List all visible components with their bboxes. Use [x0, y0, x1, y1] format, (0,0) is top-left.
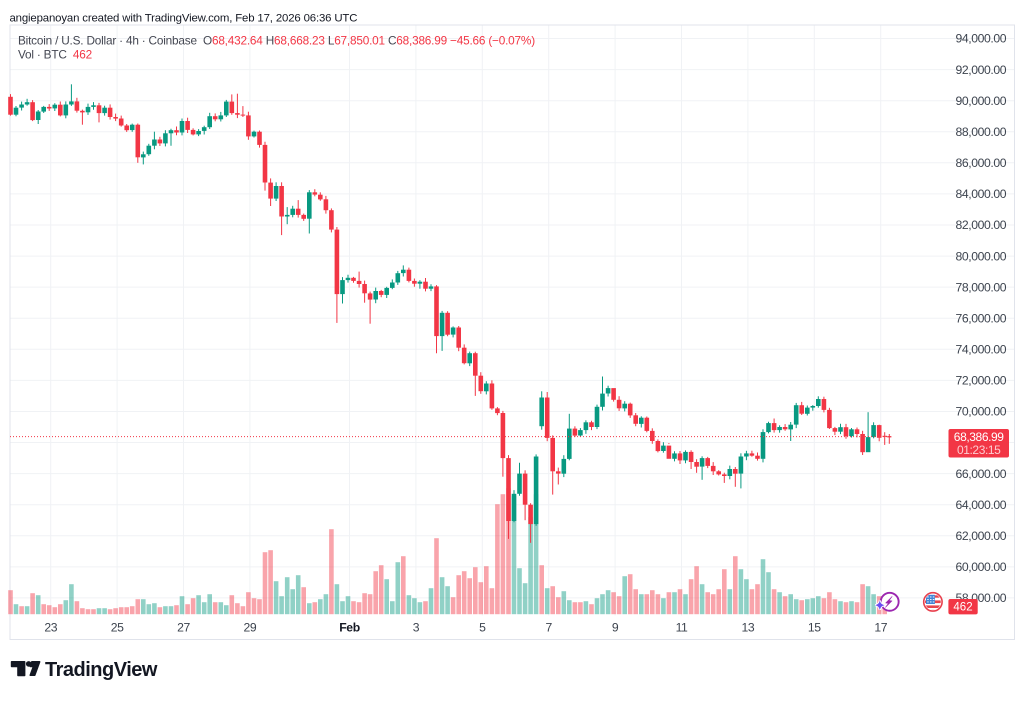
svg-text:3: 3 [413, 621, 420, 635]
svg-text:74,000.00: 74,000.00 [956, 343, 1007, 357]
svg-text:29: 29 [244, 621, 257, 635]
svg-text:25: 25 [111, 621, 124, 635]
svg-text:70,000.00: 70,000.00 [956, 405, 1007, 419]
svg-text:82,000.00: 82,000.00 [956, 218, 1007, 232]
svg-text:Bitcoin / U.S. Dollar · 4h · C: Bitcoin / U.S. Dollar · 4h · Coinbase O6… [18, 34, 535, 48]
svg-text:TradingView: TradingView [45, 659, 158, 681]
svg-text:84,000.00: 84,000.00 [956, 187, 1007, 201]
svg-text:11: 11 [676, 621, 688, 635]
svg-text:Feb: Feb [339, 621, 359, 635]
svg-text:72,000.00: 72,000.00 [956, 374, 1007, 388]
svg-text:23: 23 [44, 621, 57, 635]
svg-text:76,000.00: 76,000.00 [956, 311, 1007, 325]
svg-text:angiepanoyan created with Trad: angiepanoyan created with TradingView.co… [10, 13, 358, 25]
svg-text:17: 17 [874, 621, 887, 635]
svg-text:68,386.99: 68,386.99 [954, 430, 1005, 444]
svg-text:15: 15 [808, 621, 821, 635]
svg-text:80,000.00: 80,000.00 [956, 249, 1007, 263]
svg-text:90,000.00: 90,000.00 [956, 94, 1007, 108]
svg-text:13: 13 [742, 621, 755, 635]
svg-text:Vol · BTC 462: Vol · BTC 462 [18, 48, 92, 62]
svg-text:9: 9 [612, 621, 619, 635]
svg-text:94,000.00: 94,000.00 [956, 32, 1007, 46]
svg-text:64,000.00: 64,000.00 [956, 498, 1007, 512]
svg-text:62,000.00: 62,000.00 [956, 529, 1007, 543]
svg-text:462: 462 [953, 602, 972, 614]
svg-text:5: 5 [479, 621, 486, 635]
svg-text:78,000.00: 78,000.00 [956, 280, 1007, 294]
svg-text:60,000.00: 60,000.00 [956, 560, 1007, 574]
svg-text:7: 7 [546, 621, 553, 635]
svg-text:66,000.00: 66,000.00 [956, 467, 1007, 481]
svg-text:86,000.00: 86,000.00 [956, 156, 1007, 170]
svg-text:88,000.00: 88,000.00 [956, 125, 1007, 139]
svg-text:92,000.00: 92,000.00 [956, 63, 1007, 77]
svg-text:27: 27 [177, 621, 190, 635]
svg-text:01:23:15: 01:23:15 [957, 443, 1001, 457]
